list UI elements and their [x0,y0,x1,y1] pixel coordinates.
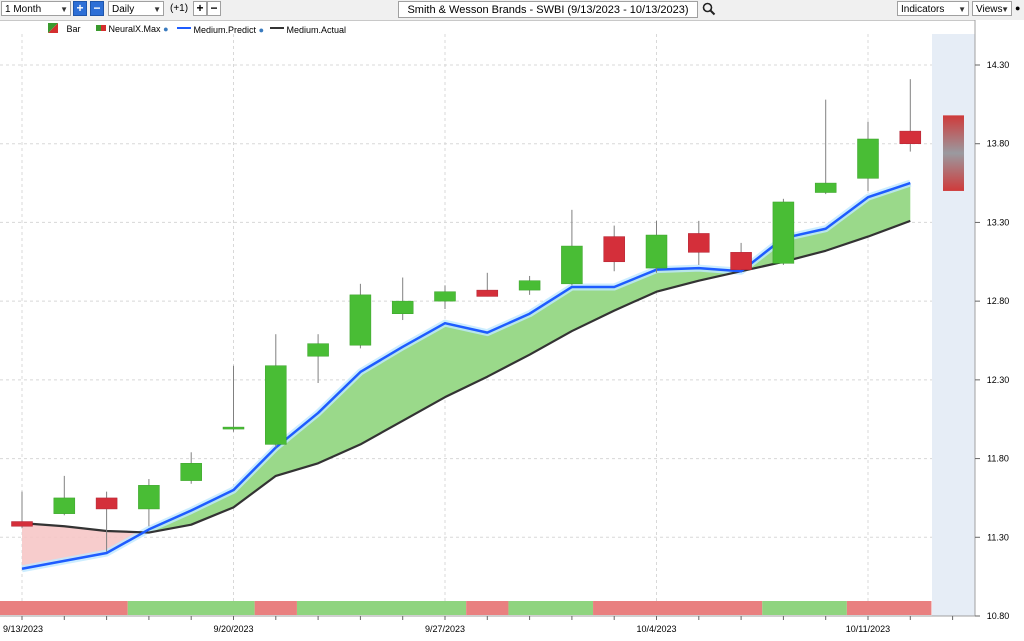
candle-up [857,138,879,179]
candle-up [772,201,795,264]
legend-actual-label: Medium.Actual [286,25,347,35]
period-select[interactable]: 1 Month ▼ [1,1,71,16]
indicators-label: Indicators [901,4,945,15]
settings-dot-icon: ● [258,25,264,35]
candles [11,79,922,552]
symbol-title-field[interactable]: Smith & Wesson Brands - SWBI (9/13/2023 … [398,1,698,18]
indicators-button[interactable]: Indicators ▼ [897,1,969,16]
offset-plus-button[interactable]: + [193,1,207,16]
legend-neuralx[interactable]: NeuralX.Max ● [96,23,169,35]
x-tick-label: 9/27/2023 [425,624,465,634]
legend-predict[interactable]: Medium.Predict ● [177,23,264,35]
bottom-strip [0,601,932,615]
candle-up [222,426,245,430]
candle-up [307,343,329,357]
candle-down [899,130,922,144]
y-axis-bg [975,20,1024,641]
strip-segment-down [254,601,297,615]
interval-select[interactable]: Daily ▼ [108,1,164,16]
x-tick-label: 10/4/2023 [636,624,676,634]
offset-minus-button[interactable]: − [207,1,221,16]
x-tick-label: 10/11/2023 [846,624,890,634]
fill-below [22,523,144,569]
forecast-bar [943,115,964,191]
actual-legend-icon [270,27,284,29]
dropdown-arrow-icon: ▼ [958,5,966,14]
candle-up [53,497,76,514]
zoom-in-button[interactable]: + [73,1,87,16]
strip-segment-up [762,601,847,615]
period-value: 1 Month [5,4,42,15]
candle-down [730,252,752,270]
legend-actual[interactable]: Medium.Actual [270,23,346,35]
predict-legend-icon [177,27,191,29]
candle-up [349,294,372,346]
candle-up [265,365,287,445]
legend-neuralx-label: NeuralX.Max [108,24,161,34]
search-icon[interactable] [702,2,716,16]
legend-bar[interactable]: Bar [48,23,81,35]
y-axis: 14.30 13.80 13.30 12.80 12.30 11.80 11.30 10.80 [974,20,1024,641]
dropdown-arrow-icon: ▼ [60,5,68,14]
neuralx-legend-icon [96,25,106,31]
pin-icon[interactable]: ● [1015,3,1021,13]
predict-line [21,181,911,571]
strip-segment-down [846,601,932,615]
views-label: Views [976,4,1003,15]
candle-down [95,497,118,510]
x-tick-label: 9/13/2023 [3,624,43,634]
strip-segment-up [296,601,467,615]
strip-segment-down [593,601,763,615]
zoom-out-button[interactable]: − [90,1,104,16]
y-tick-label: 13.30 [987,217,1010,227]
candle-up [814,182,837,193]
x-tick-label: 9/20/2023 [213,624,253,634]
y-tick-label: 13.80 [987,139,1010,149]
dropdown-arrow-icon: ▼ [1001,5,1009,14]
offset-label: (+1) [170,3,189,14]
plus-icon: + [196,1,204,15]
y-tick-label: 11.30 [987,532,1009,542]
y-tick-label: 14.30 [987,60,1010,70]
forecast-bar-rect [943,115,964,191]
minus-icon: − [93,1,101,15]
candle-down [688,233,710,253]
candle-down [476,289,499,297]
y-tick-label: 10.80 [987,611,1010,621]
y-tick-label: 12.30 [987,375,1010,385]
actual-line [21,219,911,534]
plus-icon: + [76,1,84,15]
candle-down [11,521,33,527]
bar-legend-icon [48,23,58,33]
strip-segment-up [127,601,255,615]
x-axis: 9/13/2023 9/20/2023 9/27/2023 10/4/2023 10/1… [0,615,975,634]
strip-segment-up [508,601,594,615]
legend-predict-label: Medium.Predict [193,25,257,35]
indicator-lines [21,179,912,573]
minus-icon: − [210,1,218,15]
candle-up [518,280,541,291]
y-tick-label: 11.80 [987,454,1009,464]
settings-dot-icon: ● [163,24,169,34]
legend-bar-label: Bar [66,24,81,34]
candle-up [180,463,202,481]
interval-value: Daily [112,4,135,15]
candle-up [645,234,668,269]
candle-up [138,485,160,510]
strip-segment-down [466,601,509,615]
y-tick-label: 12.80 [987,296,1010,306]
candle-down [603,236,625,263]
views-button[interactable]: Views ▼ [972,1,1012,16]
toolbar: 1 Month ▼ + − Daily ▼ (+1) + − Smith & W… [0,0,1024,21]
candle-up [561,245,583,285]
candle-up [434,291,456,302]
dropdown-arrow-icon: ▼ [153,5,161,14]
strip-segment-down [0,601,128,615]
candle-up [391,300,414,314]
